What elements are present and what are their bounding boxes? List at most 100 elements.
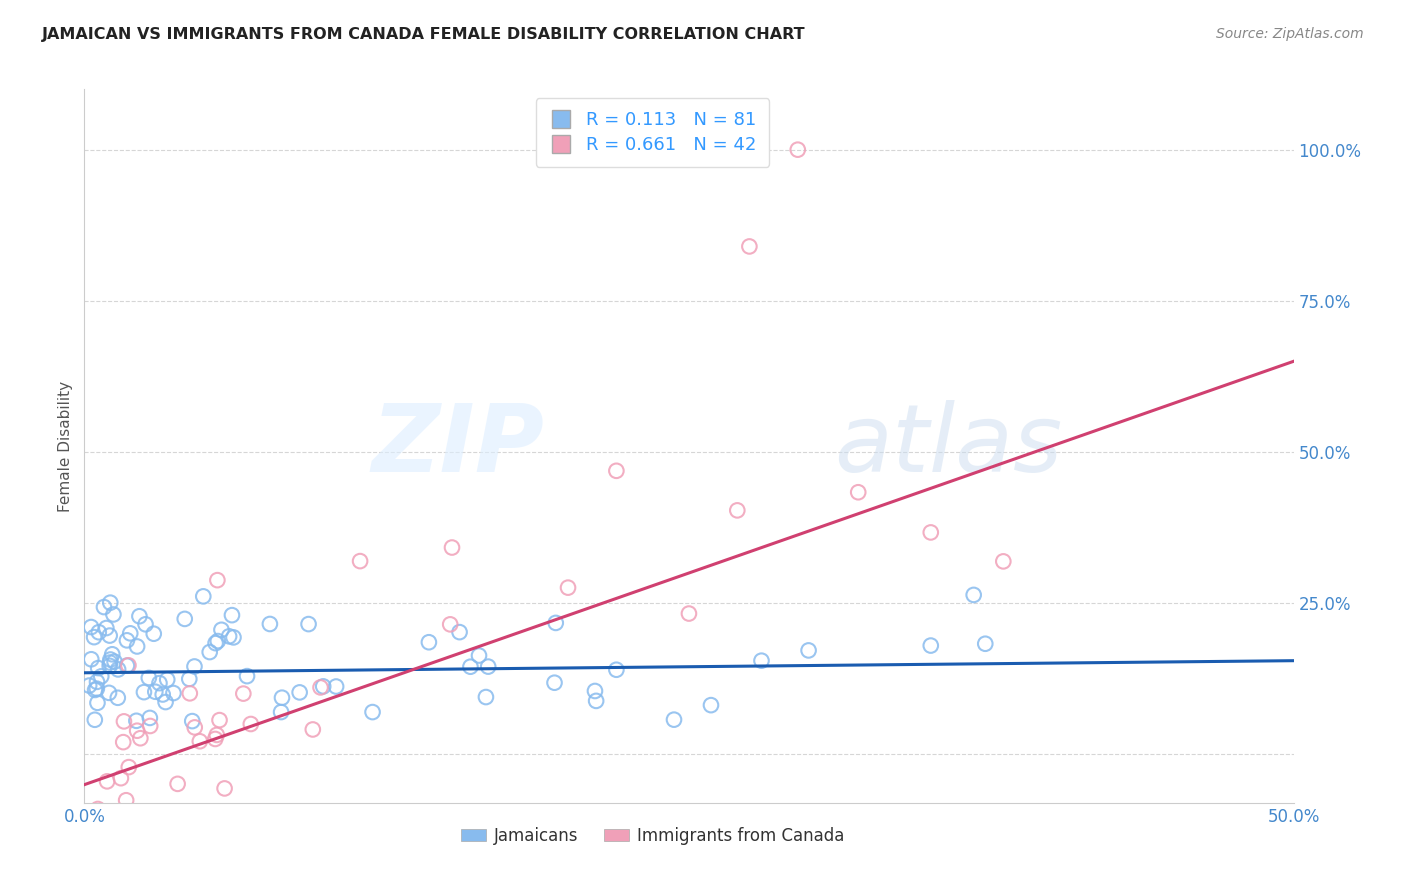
Point (138, 671, 160, 685)
Point (460, 659, 482, 673)
Point (259, 617, 281, 632)
Point (219, 808, 242, 822)
Point (107, 662, 129, 676)
Point (583, 684, 606, 698)
Point (543, 675, 565, 690)
Point (156, 673, 179, 687)
Point (301, 723, 323, 737)
Point (963, 588, 986, 602)
Point (80, 620, 103, 634)
Point (449, 625, 471, 640)
Point (166, 777, 188, 791)
Point (162, 686, 184, 700)
Point (98, 656, 121, 670)
Point (312, 679, 335, 693)
Point (751, 654, 773, 668)
Point (204, 636, 226, 650)
Point (211, 623, 233, 637)
Point (118, 760, 141, 774)
Point (221, 608, 243, 623)
Point (98, 629, 121, 643)
Point (77, 679, 100, 693)
Point (418, 635, 440, 649)
Point (132, 685, 155, 699)
Point (297, 617, 319, 632)
Point (725, 503, 748, 517)
Point (193, 590, 215, 604)
Point (96, 621, 118, 635)
Point (165, 808, 187, 822)
Point (846, 485, 869, 500)
Point (152, 688, 174, 702)
Point (439, 617, 461, 632)
Point (117, 658, 139, 673)
Point (135, 617, 157, 632)
Point (86, 696, 108, 710)
Point (179, 672, 201, 686)
Point (96, 774, 118, 789)
Point (700, 698, 723, 713)
Point (475, 690, 498, 704)
Point (678, 607, 700, 621)
Point (544, 615, 567, 630)
Point (112, 714, 135, 729)
Text: atlas: atlas (834, 401, 1063, 491)
Point (115, 793, 138, 807)
Point (207, 573, 229, 587)
Text: JAMAICAN VS IMMIGRANTS FROM CANADA FEMALE DISABILITY CORRELATION CHART: JAMAICAN VS IMMIGRANTS FROM CANADA FEMAL… (42, 27, 806, 42)
Point (112, 735, 135, 749)
Point (100, 652, 122, 666)
Point (236, 669, 259, 683)
Point (183, 720, 205, 734)
Point (87, 625, 110, 640)
Point (205, 728, 228, 742)
Point (148, 676, 170, 690)
Point (86, 681, 108, 696)
Point (974, 637, 997, 651)
Point (115, 658, 138, 673)
Point (257, 808, 280, 822)
Point (309, 681, 332, 695)
Point (181, 714, 204, 728)
Point (90, 669, 112, 683)
Point (93, 600, 115, 615)
Point (440, 541, 463, 555)
Point (585, 694, 607, 708)
Point (662, 713, 685, 727)
Legend: Jamaicans, Immigrants from Canada: Jamaicans, Immigrants from Canada (454, 821, 851, 852)
Point (204, 731, 226, 746)
Point (84, 682, 107, 697)
Point (127, 640, 149, 654)
Point (83, 713, 105, 727)
Point (103, 655, 125, 669)
Point (80, 652, 103, 666)
Point (249, 808, 271, 822)
Point (87, 661, 110, 675)
Point (270, 705, 292, 719)
Point (87, 802, 110, 816)
Point (143, 684, 166, 698)
Point (98, 658, 121, 673)
Point (128, 609, 150, 624)
Point (98, 596, 121, 610)
Point (214, 781, 236, 796)
Point (129, 731, 152, 746)
Point (139, 711, 162, 725)
Point (120, 626, 142, 640)
Point (179, 686, 201, 700)
Point (139, 719, 162, 733)
Point (222, 631, 245, 645)
Point (271, 690, 294, 705)
Text: ZIP: ZIP (371, 400, 544, 492)
Point (155, 695, 177, 709)
Point (207, 634, 229, 648)
Point (361, 705, 384, 719)
Point (86, 674, 108, 689)
Point (125, 714, 148, 728)
Point (103, 607, 125, 622)
Point (468, 648, 491, 663)
Point (239, 717, 262, 731)
Point (83, 630, 105, 644)
Point (349, 554, 371, 568)
Point (142, 626, 165, 640)
